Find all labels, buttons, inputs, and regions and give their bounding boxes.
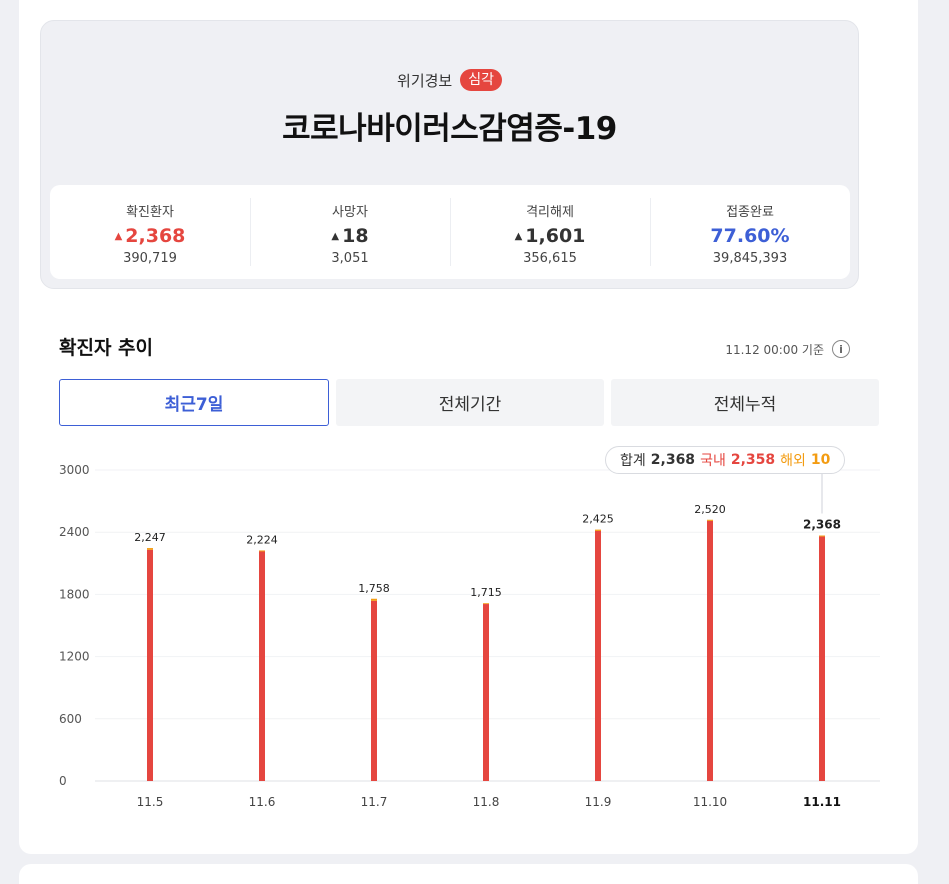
bar-국내[interactable] bbox=[259, 551, 265, 781]
alert-row: 위기경보 심각 bbox=[41, 69, 858, 91]
stat-label: 확진환자 bbox=[126, 205, 174, 220]
bar-국내[interactable] bbox=[483, 604, 489, 781]
disease-title: 코로나바이러스감염증-19 bbox=[282, 111, 617, 147]
bar-국내[interactable] bbox=[707, 520, 713, 781]
x-tick-label: 11.5 bbox=[137, 795, 164, 809]
bar-국내[interactable] bbox=[595, 530, 601, 781]
chart-tooltip: 합계 2,368 국내 2,358 해외 10 bbox=[605, 446, 846, 474]
info-icon[interactable]: i bbox=[832, 340, 850, 358]
stat-total: 3,051 bbox=[331, 251, 369, 266]
tab-all-period[interactable]: 전체기간 bbox=[336, 379, 604, 426]
stat-confirmed: 확진환자 ▲ 2,368 390,719 bbox=[50, 185, 250, 279]
y-tick-label: 0 bbox=[59, 774, 67, 788]
bar-total-label: 1,758 bbox=[358, 582, 390, 595]
y-tick-label: 3000 bbox=[59, 463, 90, 477]
tooltip-domestic-value: 2,358 bbox=[730, 452, 776, 468]
bar-total-label: 2,247 bbox=[134, 531, 166, 544]
up-triangle-icon: ▲ bbox=[331, 230, 340, 242]
stat-label: 사망자 bbox=[332, 205, 368, 220]
bar-국내[interactable] bbox=[371, 600, 377, 781]
stat-delta: ▲ 2,368 bbox=[114, 225, 186, 247]
stat-delta: ▲ 18 bbox=[331, 225, 369, 247]
bar-국내[interactable] bbox=[819, 536, 825, 781]
x-tick-label: 11.6 bbox=[249, 795, 276, 809]
stat-deaths: 사망자 ▲ 18 3,051 bbox=[250, 185, 450, 279]
x-tick-label: 11.9 bbox=[585, 795, 612, 809]
stat-vaccinated: 접종완료 77.60% 39,845,393 bbox=[650, 185, 850, 279]
stat-total: 39,845,393 bbox=[712, 251, 788, 266]
bar-국내[interactable] bbox=[147, 549, 153, 781]
y-tick-label: 1200 bbox=[59, 650, 90, 664]
stats-bar: 확진환자 ▲ 2,368 390,719 사망자 ▲ 18 3,051 격리해제 ▲… bbox=[50, 185, 850, 279]
tooltip-sum-value: 2,368 bbox=[650, 452, 696, 468]
tab-cumulative[interactable]: 전체누적 bbox=[611, 379, 879, 426]
alert-label: 위기경보 bbox=[397, 71, 453, 90]
stat-delta: 77.60% bbox=[710, 225, 790, 247]
x-tick-label: 11.8 bbox=[473, 795, 500, 809]
bar-total-label: 2,520 bbox=[694, 503, 726, 516]
bar-해외[interactable] bbox=[819, 535, 825, 537]
bar-total-label: 2,368 bbox=[803, 518, 841, 532]
up-triangle-icon: ▲ bbox=[114, 230, 123, 242]
tooltip-domestic-label: 국내 bbox=[700, 453, 726, 469]
x-tick-label: 11.11 bbox=[803, 795, 841, 809]
y-tick-label: 1800 bbox=[59, 587, 90, 601]
bar-total-label: 2,425 bbox=[582, 513, 614, 526]
bar-해외[interactable] bbox=[483, 603, 489, 605]
basis-time: 11.12 00:00 기준 bbox=[725, 342, 824, 357]
tooltip-sum-label: 합계 bbox=[620, 453, 646, 469]
bar-해외[interactable] bbox=[147, 548, 153, 550]
trend-basis: 11.12 00:00 기준 i bbox=[725, 340, 850, 358]
covid-summary-panel: 위기경보 심각 코로나바이러스감염증-19 확진환자 ▲ 2,368 390,71… bbox=[40, 20, 859, 289]
y-tick-label: 2400 bbox=[59, 525, 90, 539]
up-triangle-icon: ▲ bbox=[514, 230, 523, 242]
bar-total-label: 2,224 bbox=[246, 533, 278, 546]
stat-label: 접종완료 bbox=[726, 205, 774, 220]
y-tick-label: 600 bbox=[59, 712, 82, 726]
bar-해외[interactable] bbox=[259, 550, 265, 552]
trend-title: 확진자 추이 bbox=[59, 337, 154, 359]
stat-released: 격리해제 ▲ 1,601 356,615 bbox=[450, 185, 650, 279]
x-tick-label: 11.10 bbox=[693, 795, 727, 809]
stat-label: 격리해제 bbox=[526, 205, 574, 220]
tooltip-overseas-value: 10 bbox=[810, 452, 831, 468]
bar-해외[interactable] bbox=[707, 519, 713, 521]
stat-total: 390,719 bbox=[123, 251, 177, 266]
x-tick-label: 11.7 bbox=[361, 795, 388, 809]
stat-delta: ▲ 1,601 bbox=[514, 225, 586, 247]
trend-tabs: 최근7일 전체기간 전체누적 bbox=[59, 379, 879, 426]
tooltip-overseas-label: 해외 bbox=[780, 453, 806, 469]
bar-해외[interactable] bbox=[595, 529, 601, 531]
confirmed-trend-chart: 0 600 1200 1800 2400 3000 2,247 11.5 2,224 11.6 1,… bbox=[59, 463, 880, 809]
next-card bbox=[19, 864, 918, 884]
tab-recent-7-days[interactable]: 최근7일 bbox=[59, 379, 329, 426]
stat-total: 356,615 bbox=[523, 251, 577, 266]
bar-해외[interactable] bbox=[371, 598, 377, 601]
alert-level-badge: 심각 bbox=[460, 69, 502, 91]
bar-total-label: 1,715 bbox=[470, 586, 502, 599]
